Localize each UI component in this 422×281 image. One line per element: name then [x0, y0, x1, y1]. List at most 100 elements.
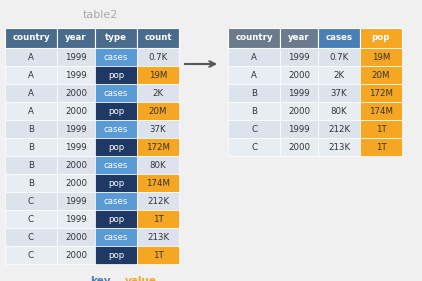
Text: cases: cases [325, 33, 352, 42]
Bar [95, 84, 137, 102]
Bar [5, 84, 57, 102]
Text: 2000: 2000 [65, 89, 87, 98]
Text: A: A [251, 53, 257, 62]
Text: 212K: 212K [328, 124, 350, 133]
Text: 1999: 1999 [65, 142, 87, 151]
Text: cases: cases [104, 53, 128, 62]
Text: country: country [235, 33, 273, 42]
Bar [318, 102, 360, 120]
Text: pop: pop [108, 106, 124, 115]
Text: 0.7K: 0.7K [330, 53, 349, 62]
Bar [5, 192, 57, 210]
Text: pop: pop [108, 178, 124, 187]
Text: 213K: 213K [328, 142, 350, 151]
Bar [280, 102, 318, 120]
Text: cases: cases [104, 196, 128, 205]
Text: C: C [28, 196, 34, 205]
Text: A: A [28, 53, 34, 62]
Text: year: year [288, 33, 310, 42]
Text: 1999: 1999 [288, 89, 310, 98]
Bar [95, 228, 137, 246]
Bar [360, 48, 402, 66]
Text: C: C [28, 232, 34, 241]
Bar [228, 102, 280, 120]
Bar [5, 102, 57, 120]
Bar [360, 84, 402, 102]
Bar [280, 120, 318, 138]
Bar [5, 210, 57, 228]
Bar [95, 28, 137, 48]
Text: B: B [251, 89, 257, 98]
Bar [5, 28, 57, 48]
Bar [5, 246, 57, 264]
Text: B: B [28, 160, 34, 169]
Text: 1T: 1T [376, 142, 387, 151]
Bar [95, 48, 137, 66]
Text: 2K: 2K [333, 71, 344, 80]
Text: 19M: 19M [372, 53, 390, 62]
Text: 174M: 174M [146, 178, 170, 187]
Bar [137, 102, 179, 120]
Bar [228, 120, 280, 138]
Bar [57, 156, 95, 174]
Bar [57, 228, 95, 246]
Text: A: A [28, 89, 34, 98]
Text: 1T: 1T [153, 250, 163, 259]
Bar [137, 228, 179, 246]
Text: 213K: 213K [147, 232, 169, 241]
Bar [57, 192, 95, 210]
Bar [57, 84, 95, 102]
Text: key: key [90, 276, 111, 281]
Text: C: C [28, 250, 34, 259]
Bar [318, 66, 360, 84]
Text: 1999: 1999 [65, 124, 87, 133]
Text: 212K: 212K [147, 196, 169, 205]
Bar [228, 48, 280, 66]
Bar [95, 174, 137, 192]
Bar [57, 210, 95, 228]
Text: country: country [12, 33, 50, 42]
Text: cases: cases [104, 89, 128, 98]
Bar [95, 192, 137, 210]
Text: 2K: 2K [152, 89, 164, 98]
Text: 2000: 2000 [288, 106, 310, 115]
Text: 0.7K: 0.7K [149, 53, 168, 62]
Bar [360, 102, 402, 120]
Bar [318, 120, 360, 138]
Text: 172M: 172M [146, 142, 170, 151]
Bar [280, 48, 318, 66]
Text: 37K: 37K [150, 124, 166, 133]
Text: 2000: 2000 [65, 250, 87, 259]
Bar [95, 120, 137, 138]
Bar [57, 138, 95, 156]
Text: 174M: 174M [369, 106, 393, 115]
Text: A: A [28, 71, 34, 80]
Bar [318, 138, 360, 156]
Text: year: year [65, 33, 87, 42]
Bar [137, 246, 179, 264]
Bar [137, 28, 179, 48]
Text: C: C [251, 124, 257, 133]
Text: A: A [28, 106, 34, 115]
Bar [137, 210, 179, 228]
Bar [137, 174, 179, 192]
Text: 2000: 2000 [65, 106, 87, 115]
Bar [137, 138, 179, 156]
Bar [360, 138, 402, 156]
Bar [5, 138, 57, 156]
Text: 2000: 2000 [288, 71, 310, 80]
Bar [280, 66, 318, 84]
Bar [318, 28, 360, 48]
Bar [137, 48, 179, 66]
Bar [57, 28, 95, 48]
Bar [318, 48, 360, 66]
Text: cases: cases [104, 160, 128, 169]
Text: cases: cases [104, 124, 128, 133]
Text: 172M: 172M [369, 89, 393, 98]
Bar [228, 28, 280, 48]
Text: C: C [28, 214, 34, 223]
Text: pop: pop [108, 250, 124, 259]
Text: 1999: 1999 [288, 53, 310, 62]
Bar [95, 102, 137, 120]
Bar [228, 84, 280, 102]
